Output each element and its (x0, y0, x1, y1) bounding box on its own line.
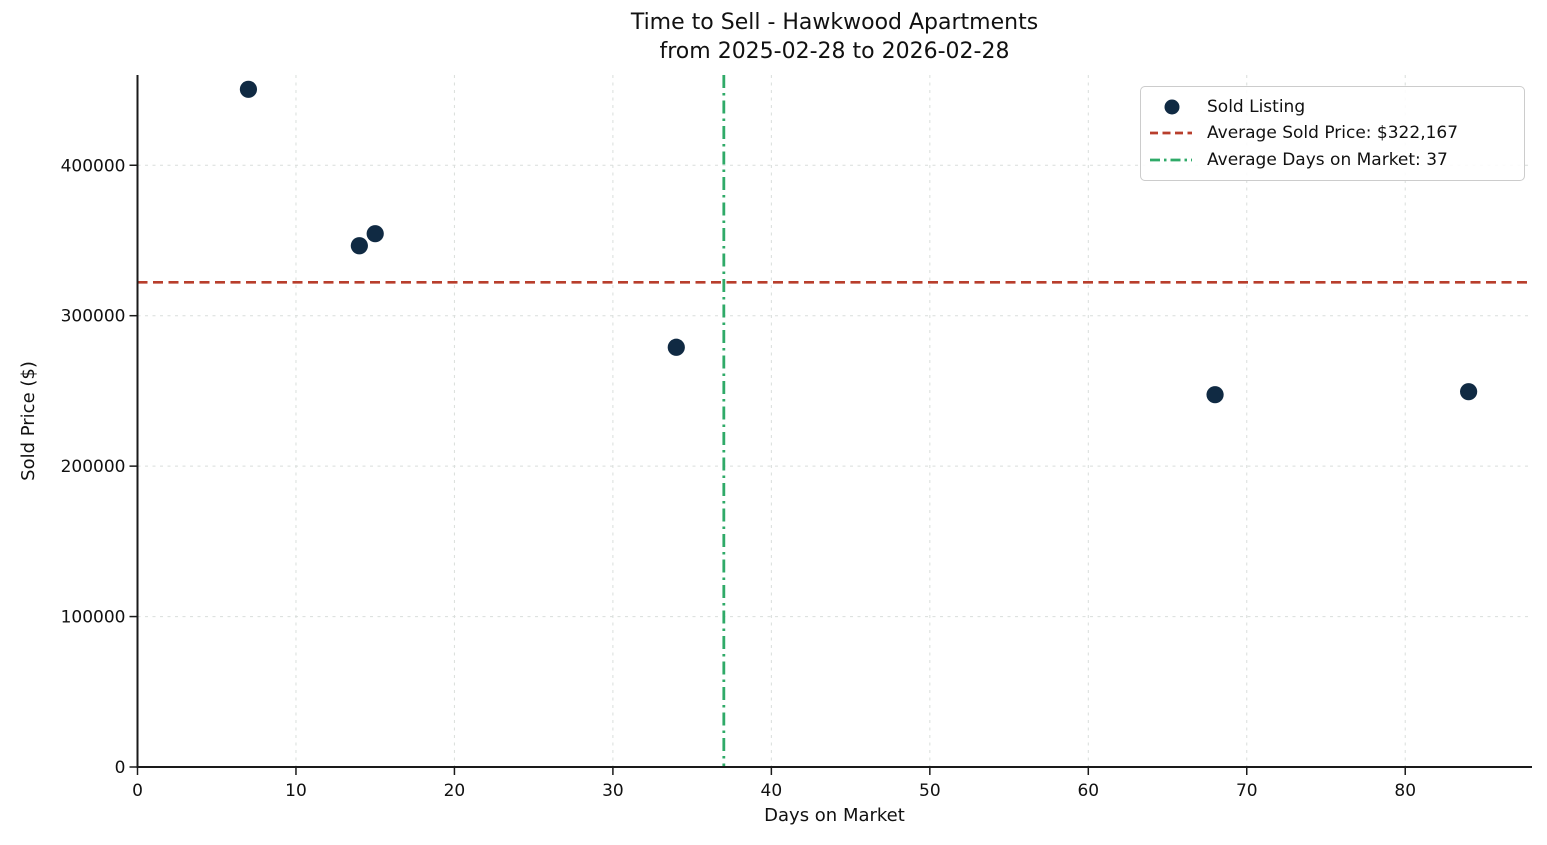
y-tick-label: 100000 (61, 608, 126, 628)
data-point (1206, 386, 1224, 404)
y-axis-label: Sold Price ($) (18, 361, 39, 481)
legend-label-avg-days: Average Days on Market: 37 (1207, 149, 1448, 170)
legend-item-avg-days: Average Days on Market: 37 (1148, 150, 1514, 170)
data-point (350, 237, 368, 255)
x-axis-label: Days on Market (764, 805, 905, 826)
legend-item-sold-listing: Sold Listing (1148, 97, 1514, 117)
y-tick-label: 0 (115, 758, 126, 778)
legend-label-sold-listing: Sold Listing (1207, 97, 1306, 118)
x-tick-label: 20 (444, 781, 466, 801)
y-tick-label: 300000 (61, 307, 126, 327)
x-tick-label: 80 (1394, 781, 1416, 801)
legend-label-avg-price: Average Sold Price: $322,167 (1207, 123, 1459, 144)
x-tick-label: 40 (761, 781, 783, 801)
y-tick-label: 400000 (61, 156, 126, 176)
x-tick-label: 50 (919, 781, 941, 801)
legend: Sold Listing Average Sold Price: $322,16… (1140, 86, 1525, 181)
data-point (366, 225, 384, 243)
data-point (1460, 383, 1478, 401)
dashed-line-icon (1150, 132, 1192, 135)
chart-title-line1: Time to Sell - Hawkwood Apartments (630, 10, 1039, 35)
dashdot-line-icon (1150, 158, 1192, 162)
chart-title-line2: from 2025-02-28 to 2026-02-28 (659, 39, 1010, 64)
data-point (667, 338, 685, 356)
sold-listing-dot-icon (1164, 99, 1180, 115)
y-tick-label: 200000 (61, 457, 126, 477)
x-tick-label: 70 (1236, 781, 1258, 801)
data-point (239, 80, 258, 98)
x-tick-label: 10 (285, 781, 307, 801)
x-tick-label: 30 (602, 781, 624, 801)
x-tick-label: 60 (1077, 781, 1099, 801)
x-tick-label: 0 (132, 781, 143, 801)
chart-title: Time to Sell - Hawkwood Apartments from … (137, 8, 1532, 66)
legend-item-avg-price: Average Sold Price: $322,167 (1148, 123, 1514, 143)
